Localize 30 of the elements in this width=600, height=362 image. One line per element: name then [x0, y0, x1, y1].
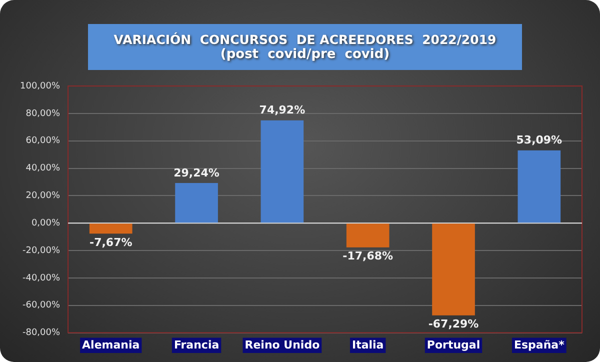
bar [346, 224, 390, 248]
x-tick-label: Reino Unido [244, 338, 320, 352]
chart-title: VARIACIÓN CONCURSOS DE ACREEDORES 2022/2019 [112, 32, 498, 47]
data-label: -67,29% [428, 318, 479, 331]
bar [432, 224, 475, 316]
x-tick-label: Francia [174, 338, 220, 352]
data-label: -7,67% [90, 236, 132, 249]
data-label: -17,68% [342, 250, 394, 263]
x-tick-label: España* [514, 338, 565, 352]
x-tick-label: Alemania [82, 338, 140, 352]
data-label: 29,24% [174, 166, 220, 180]
x-tick-label: Italia [352, 338, 384, 352]
data-label: 74,92% [259, 104, 306, 117]
bar [89, 224, 132, 234]
y-tick-label: 0,00% [31, 218, 60, 228]
y-tick-label: 20,00% [26, 191, 60, 202]
y-tick-label: -40,00% [22, 273, 60, 284]
data-label: 53,09% [516, 134, 562, 147]
y-tick-label: 60,00% [26, 136, 60, 146]
y-tick-label: -80,00% [22, 328, 60, 338]
y-tick-label: 80,00% [26, 108, 60, 119]
y-tick-label: -60,00% [22, 300, 60, 311]
bar [175, 183, 218, 223]
y-tick-label: 100,00% [20, 81, 60, 92]
y-tick-label: -20,00% [22, 246, 60, 256]
bar [518, 150, 561, 223]
chart-subtitle: (post covid/pre covid) [219, 47, 391, 62]
y-tick-label: 40,00% [26, 164, 60, 174]
bar [260, 120, 304, 223]
x-tick-label: Portugal [426, 338, 480, 352]
